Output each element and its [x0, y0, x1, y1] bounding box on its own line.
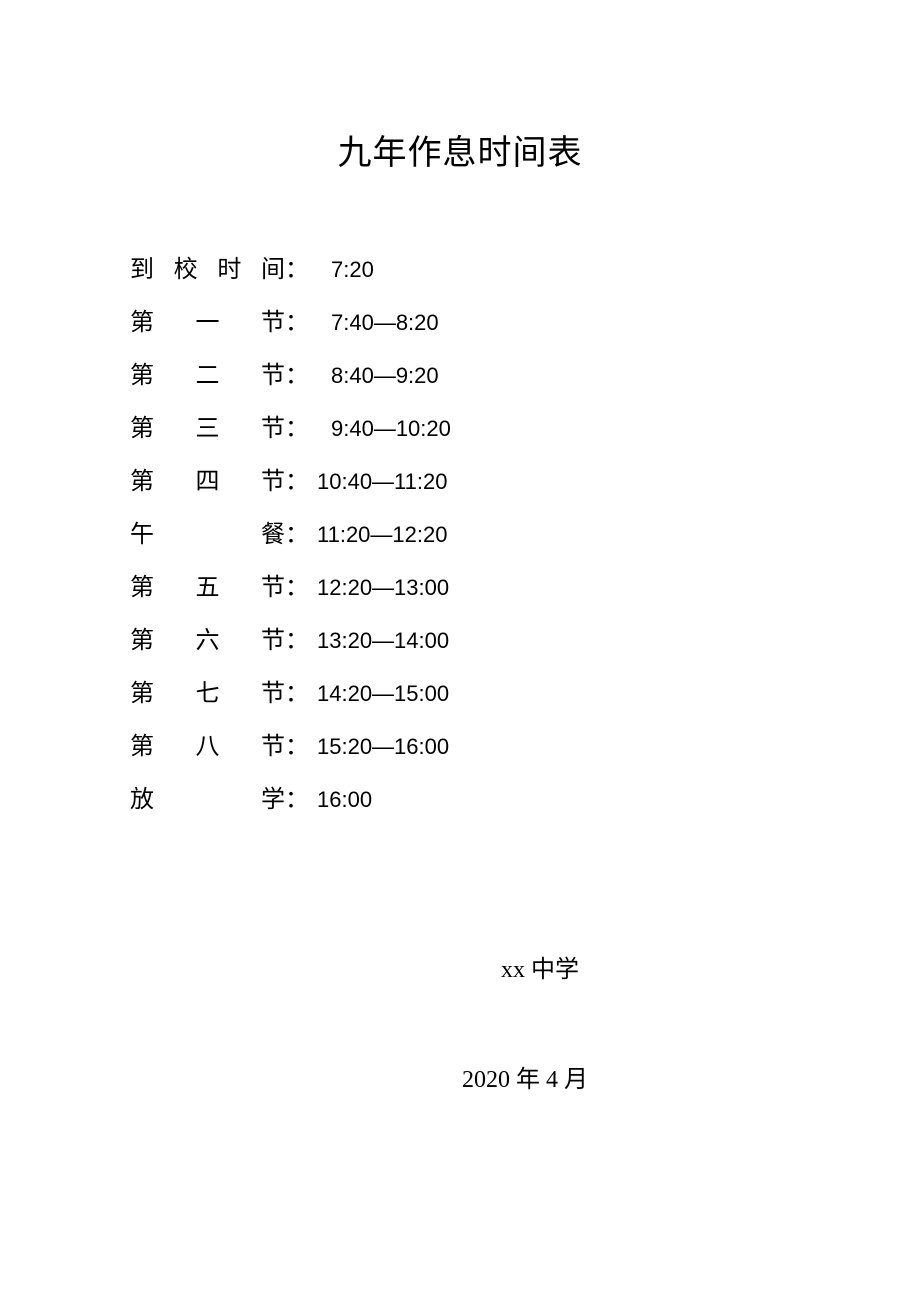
- schedule-label: 第二节: [130, 355, 285, 390]
- label-char: 校: [174, 249, 198, 284]
- label-char: 第: [130, 673, 154, 708]
- schedule-row: 第 一 节： 7:40—8:20: [130, 302, 790, 337]
- schedule-label: 第三节: [130, 408, 285, 443]
- schedule-row: 第 五 节： 12:20—13:00: [130, 567, 790, 602]
- label-char: 第: [130, 461, 154, 496]
- label-colon: ：: [285, 514, 309, 549]
- label-char: 六: [196, 620, 220, 655]
- label-char: 第: [130, 620, 154, 655]
- label-char: 第: [130, 408, 154, 443]
- schedule-row: 第 三 节： 9:40—10:20: [130, 408, 790, 443]
- label-char: 第: [130, 567, 154, 602]
- label-char: 间: [261, 249, 285, 284]
- label-char: 三: [196, 408, 220, 443]
- school-name: xx 中学: [130, 949, 790, 984]
- label-char: 节: [261, 302, 285, 337]
- schedule-row: 午餐：11:20—12:20: [130, 514, 790, 549]
- schedule-row: 第 六 节： 13:20—14:00: [130, 620, 790, 655]
- document-title: 九年作息时间表: [130, 125, 790, 174]
- label-char: 八: [196, 726, 220, 761]
- schedule-time: 8:40—9:20: [331, 363, 439, 389]
- label-char: 节: [261, 355, 285, 390]
- schedule-label: 午餐: [130, 514, 285, 549]
- schedule-row: 第 四 节： 10:40—11:20: [130, 461, 790, 496]
- label-colon: ：: [285, 779, 309, 814]
- schedule-table: 到校时间：7:20第一节：7:40—8:20第二节：8:40—9:20第三节：9…: [130, 249, 790, 814]
- schedule-time: 7:20: [331, 257, 374, 283]
- label-colon: ：: [285, 355, 309, 390]
- label-char: 四: [196, 461, 220, 496]
- label-char: 节: [261, 726, 285, 761]
- label-colon: ：: [285, 620, 309, 655]
- schedule-time: 11:20—12:20: [317, 522, 447, 548]
- label-char: 五: [196, 567, 220, 602]
- document-page: 九年作息时间表 到校时间：7:20第一节：7:40—8:20第二节：8:40—9…: [0, 0, 920, 1094]
- schedule-time: 16:00: [317, 787, 372, 813]
- label-colon: ：: [285, 673, 309, 708]
- label-char: 到: [130, 249, 154, 284]
- schedule-row: 第 七 节： 14:20—15:00: [130, 673, 790, 708]
- label-colon: ：: [285, 461, 309, 496]
- label-colon: ：: [285, 249, 309, 284]
- label-char: 一: [196, 302, 220, 337]
- schedule-time: 9:40—10:20: [331, 416, 451, 442]
- label-char: 餐: [261, 514, 285, 549]
- label-char: 第: [130, 726, 154, 761]
- label-char: 放: [130, 779, 154, 814]
- schedule-time: 13:20—14:00: [317, 628, 449, 654]
- label-char: 学: [261, 779, 285, 814]
- schedule-label: 第八节: [130, 726, 285, 761]
- label-char: 节: [261, 408, 285, 443]
- schedule-time: 10:40—11:20: [317, 469, 447, 495]
- label-char: 节: [261, 567, 285, 602]
- schedule-label: 到校时间: [130, 249, 285, 284]
- schedule-time: 12:20—13:00: [317, 575, 449, 601]
- schedule-label: 第四节: [130, 461, 285, 496]
- schedule-label: 第五节: [130, 567, 285, 602]
- label-colon: ：: [285, 302, 309, 337]
- schedule-label: 第六节: [130, 620, 285, 655]
- schedule-row: 第 二 节： 8:40—9:20: [130, 355, 790, 390]
- label-char: 第: [130, 355, 154, 390]
- label-char: 节: [261, 620, 285, 655]
- schedule-time: 15:20—16:00: [317, 734, 449, 760]
- label-char: 二: [196, 355, 220, 390]
- label-colon: ：: [285, 726, 309, 761]
- label-char: 第: [130, 302, 154, 337]
- schedule-row: 到校时间： 7:20: [130, 249, 790, 284]
- schedule-row: 放学：16:00: [130, 779, 790, 814]
- document-footer: xx 中学 2020 年 4 月: [130, 949, 790, 1094]
- label-colon: ：: [285, 408, 309, 443]
- schedule-label: 放学: [130, 779, 285, 814]
- schedule-label: 第七节: [130, 673, 285, 708]
- label-char: 午: [130, 514, 154, 549]
- schedule-label: 第一节: [130, 302, 285, 337]
- schedule-time: 7:40—8:20: [331, 310, 439, 336]
- document-date: 2020 年 4 月: [130, 1059, 790, 1094]
- label-char: 节: [261, 673, 285, 708]
- schedule-row: 第 八 节： 15:20—16:00: [130, 726, 790, 761]
- schedule-time: 14:20—15:00: [317, 681, 449, 707]
- label-colon: ：: [285, 567, 309, 602]
- label-char: 七: [196, 673, 220, 708]
- label-char: 节: [261, 461, 285, 496]
- label-char: 时: [217, 249, 241, 284]
